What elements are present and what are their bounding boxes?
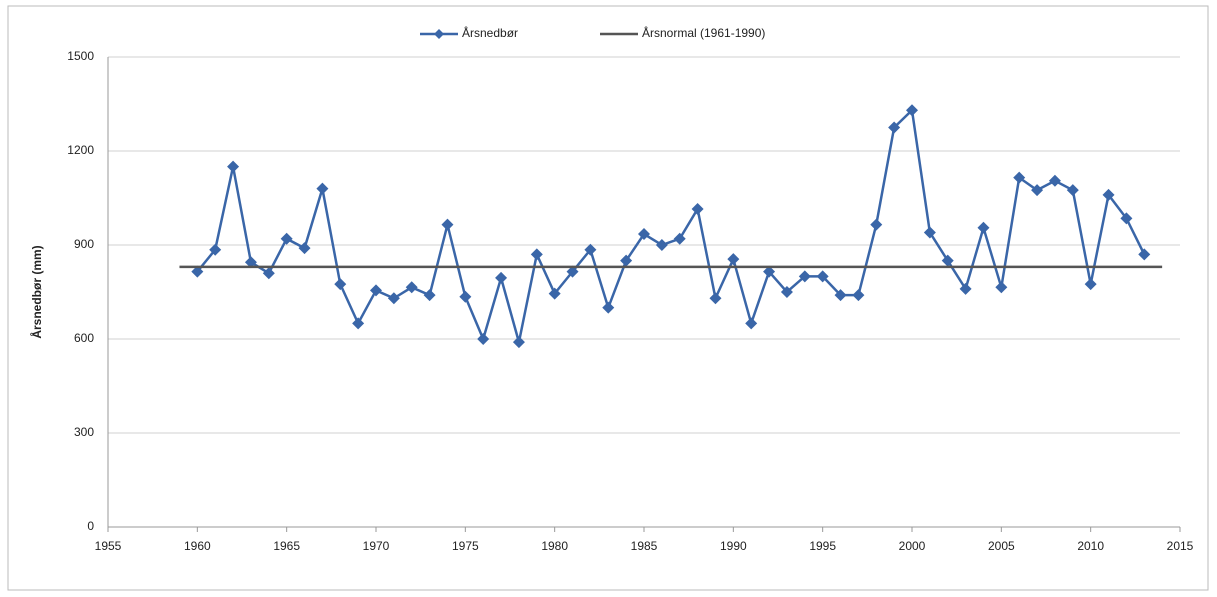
data-point (227, 160, 240, 173)
data-point (1048, 174, 1061, 187)
data-point (298, 242, 311, 255)
data-point (1066, 184, 1079, 197)
data-point (673, 232, 686, 245)
data-point (459, 290, 472, 303)
series-line (196, 107, 1146, 343)
data-point (423, 289, 436, 302)
x-tick-label: 1960 (184, 539, 211, 553)
data-point (1120, 212, 1133, 225)
x-tick-label: 1985 (631, 539, 658, 553)
data-point (512, 336, 525, 349)
x-tick-label: 1995 (809, 539, 836, 553)
data-point (834, 289, 847, 302)
data-point (798, 270, 811, 283)
data-point (727, 253, 740, 266)
x-tick-label: 1970 (363, 539, 390, 553)
y-axis-label: Årsnedbør (mm) (29, 245, 44, 338)
data-point (244, 256, 257, 269)
data-point (280, 232, 293, 245)
data-point (941, 254, 954, 267)
data-point (566, 265, 579, 278)
data-point (477, 333, 490, 345)
data-point (352, 317, 365, 330)
legend-marker (434, 29, 444, 39)
y-tick-label: 600 (74, 331, 94, 345)
data-point (316, 182, 329, 195)
legend-label: Årsnedbør (462, 25, 518, 40)
data-point (334, 278, 347, 291)
data-point (530, 248, 543, 261)
data-point (923, 226, 936, 239)
x-tick-label: 2010 (1077, 539, 1104, 553)
data-point (959, 282, 972, 295)
data-point (906, 104, 918, 117)
data-point (888, 121, 901, 134)
x-tick-label: 1990 (720, 539, 747, 553)
data-point (602, 301, 615, 314)
x-tick-label: 1980 (541, 539, 568, 553)
chart-border (7, 5, 1209, 591)
data-point (1102, 188, 1115, 201)
y-tick-label: 0 (87, 519, 94, 533)
data-point (620, 254, 633, 267)
x-tick-label: 2000 (899, 539, 926, 553)
y-tick-label: 300 (74, 425, 94, 439)
data-point (584, 243, 597, 256)
x-tick-label: 2015 (1167, 539, 1194, 553)
y-tick-label: 1200 (67, 143, 94, 157)
data-point (495, 271, 508, 284)
data-point (1138, 248, 1151, 261)
data-point (852, 289, 865, 302)
data-point (262, 267, 275, 280)
data-point (1031, 184, 1044, 197)
x-tick-label: 1975 (452, 539, 479, 553)
data-point (816, 270, 829, 283)
data-point (745, 317, 758, 330)
x-tick-label: 2005 (988, 539, 1015, 553)
data-point (405, 281, 418, 294)
data-point (1084, 278, 1097, 291)
y-tick-label: 900 (74, 237, 94, 251)
data-point (780, 286, 793, 298)
data-point (370, 284, 382, 297)
data-point (691, 202, 704, 215)
data-point (191, 265, 204, 278)
data-point (441, 218, 454, 231)
data-point (638, 228, 650, 241)
x-tick-label: 1965 (273, 539, 300, 553)
data-point (387, 292, 400, 305)
legend-label: Årsnormal (1961-1990) (642, 25, 765, 40)
data-point (763, 265, 776, 278)
data-point (709, 292, 722, 305)
data-point (548, 287, 561, 300)
data-point (977, 221, 990, 234)
data-point (1013, 171, 1026, 184)
data-point (995, 281, 1008, 294)
y-tick-label: 1500 (67, 49, 94, 63)
data-point (209, 243, 222, 256)
data-point (870, 218, 883, 231)
x-tick-label: 1955 (95, 539, 122, 553)
data-point (655, 239, 668, 251)
